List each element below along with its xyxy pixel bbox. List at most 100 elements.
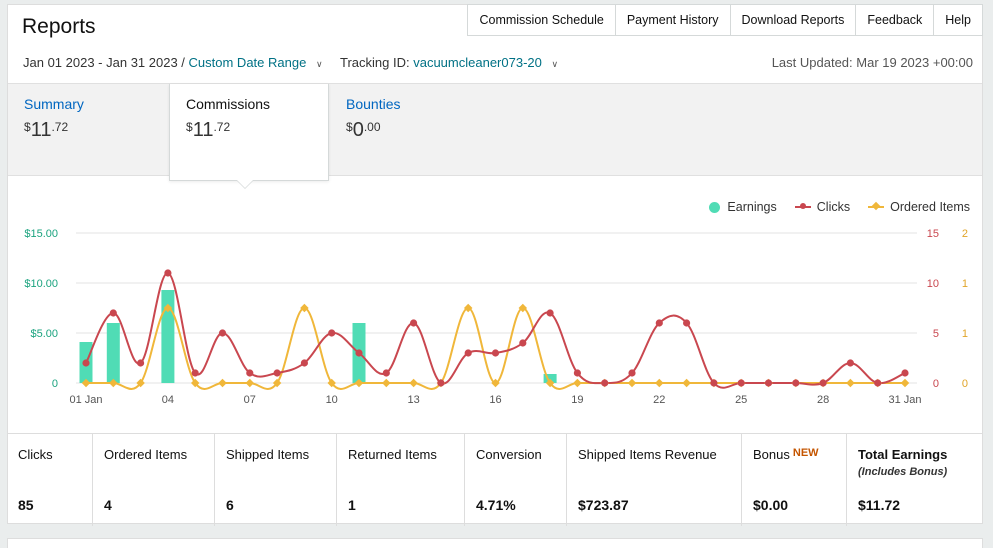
chevron-down-icon[interactable]: ∨ (315, 59, 323, 69)
legend-earnings[interactable]: Earnings (709, 200, 777, 214)
currency-symbol: $ (186, 120, 193, 134)
ordered-items-point (354, 378, 364, 388)
tab-summary[interactable]: Summary $11.72 (8, 84, 169, 176)
amount-cents: .72 (51, 120, 69, 134)
clicks-point (519, 339, 527, 347)
metric-label: Total Earnings (858, 447, 948, 462)
clicks-point (246, 369, 254, 377)
date-range-filter[interactable]: Jan 01 2023 - Jan 31 2023 / Custom Date … (23, 55, 323, 70)
clicks-point (764, 379, 773, 387)
y-tick-ordered-items: 2 (962, 228, 968, 240)
amount-whole: 11 (30, 119, 52, 141)
metric-value: $723.87 (578, 497, 629, 513)
clicks-point (82, 359, 90, 367)
clicks-point (273, 369, 281, 377)
custom-date-range-link[interactable]: Custom Date Range (188, 55, 307, 70)
report-tabs: Summary $11.72 Commissions $11.72 Bounti… (8, 83, 982, 181)
nav-payment-history[interactable]: Payment History (614, 4, 731, 36)
clicks-point (491, 349, 500, 357)
clicks-point (300, 359, 308, 367)
metric-label: Shipped Items Revenue (578, 447, 717, 462)
x-tick-label: 31 Jan (888, 394, 921, 406)
ordered-items-point (136, 378, 145, 388)
earnings-bar (543, 374, 557, 383)
metric-total-earnings: Total Earnings (Includes Bonus) $11.72 (846, 434, 983, 526)
y-tick-earnings: $5.00 (30, 328, 58, 340)
clicks-point (710, 379, 718, 387)
ordered-items-point (900, 378, 910, 388)
y-tick-earnings: $10.00 (24, 278, 58, 290)
y-tick-ordered-items: 0 (962, 378, 968, 390)
x-tick-label: 25 (735, 394, 747, 406)
x-tick-label: 28 (817, 394, 829, 406)
earnings-bar (161, 290, 175, 383)
metric-label: Clicks (18, 447, 53, 462)
metric-shipped-items-revenue: Shipped Items Revenue $723.87 (566, 434, 741, 526)
metric-value: 6 (226, 497, 234, 513)
x-tick-label: 19 (571, 394, 583, 406)
tab-commissions[interactable]: Commissions $11.72 (169, 84, 329, 181)
tab-summary-label[interactable]: Summary (24, 96, 84, 112)
y-tick-clicks: 5 (933, 328, 939, 340)
clicks-point (191, 369, 199, 377)
clicks-point (601, 379, 609, 387)
metrics-row: Clicks 85 Ordered Items 4 Shipped Items … (7, 433, 983, 526)
nav-help[interactable]: Help (933, 4, 983, 36)
performance-chart: 0 0 0 $5.00 5 1 $10.00 10 1 $15.00 15 2 01 Jan 04 07 10… (24, 228, 968, 406)
legend-clicks[interactable]: Clicks (794, 200, 851, 214)
tracking-id-value[interactable]: vacuumcleaner073-20 (413, 55, 542, 70)
nav-commission-schedule[interactable]: Commission Schedule (467, 4, 616, 36)
metric-conversion: Conversion 4.71% (464, 434, 566, 526)
x-tick-label: 10 (326, 394, 338, 406)
ordered-items-point (109, 378, 118, 388)
tab-summary-value: $11.72 (24, 119, 153, 142)
ordered-items-point (81, 378, 91, 388)
tab-bounties-value: $0.00 (346, 119, 474, 142)
metric-label: Bonus NEW (753, 447, 835, 462)
tab-bounties[interactable]: Bounties $0.00 (330, 84, 490, 176)
ordered-items-point (190, 378, 200, 388)
new-badge: NEW (792, 447, 819, 459)
y-tick-earnings: 0 (52, 378, 58, 390)
y-tick-ordered-items: 1 (962, 328, 968, 340)
tracking-id-filter[interactable]: Tracking ID: vacuumcleaner073-20 ∨ (340, 55, 558, 70)
nav-download-reports[interactable]: Download Reports (729, 4, 857, 36)
legend-ordered-items-label: Ordered Items (890, 200, 970, 214)
ordered-items-point (218, 378, 227, 388)
legend-ordered-items[interactable]: Ordered Items (868, 200, 970, 214)
date-range-text: Jan 01 2023 - Jan 31 2023 / (23, 55, 185, 70)
x-tick-label: 22 (653, 394, 665, 406)
clicks-point (874, 379, 882, 387)
legend-clicks-label: Clicks (816, 200, 851, 214)
metric-label: Conversion (476, 447, 542, 462)
ordered-items-point (545, 378, 555, 388)
y-tick-clicks: 10 (927, 278, 939, 290)
ordered-items-point (409, 378, 418, 388)
reports-card: Reports Commission Schedule Payment Hist… (7, 4, 983, 526)
clicks-point (410, 319, 418, 327)
metric-ordered-items: Ordered Items 4 (92, 434, 214, 526)
metric-value: $11.72 (858, 497, 901, 513)
legend-earnings-label: Earnings (727, 200, 777, 214)
ordered-items-point (163, 303, 173, 313)
ordered-items-point (846, 378, 855, 388)
tab-bounties-label[interactable]: Bounties (346, 96, 401, 112)
x-tick-label: 04 (162, 394, 174, 406)
metric-label: Shipped Items (226, 447, 310, 462)
y-tick-clicks: 0 (933, 378, 939, 390)
metric-shipped-items: Shipped Items 6 (214, 434, 336, 526)
metric-value: $0.00 (753, 497, 789, 513)
clicks-point (846, 359, 855, 367)
tracking-id-label: Tracking ID: (340, 55, 410, 70)
metric-label: Ordered Items (104, 447, 188, 462)
y-tick-ordered-items: 1 (962, 278, 968, 290)
tab-commissions-label[interactable]: Commissions (186, 96, 271, 112)
ordered-items-point (573, 378, 582, 388)
clicks-line (85, 271, 906, 389)
ordered-items-point (627, 378, 637, 388)
chevron-down-icon[interactable]: ∨ (551, 59, 559, 69)
earnings-swatch (709, 201, 721, 213)
clicks-point (109, 309, 117, 317)
last-updated-text: Last Updated: Mar 19 2023 +00:00 (771, 55, 973, 70)
nav-feedback[interactable]: Feedback (855, 4, 935, 36)
